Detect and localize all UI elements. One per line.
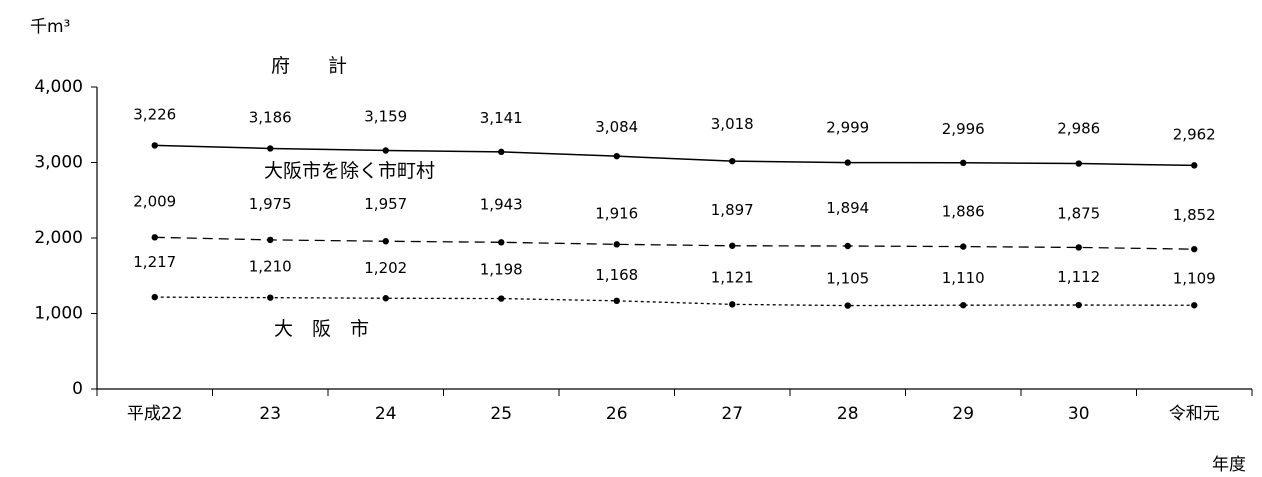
data-label: 1,110 (942, 269, 985, 287)
data-point (960, 159, 967, 167)
x-tick-label: 29 (952, 404, 974, 424)
data-label: 1,109 (1173, 269, 1216, 287)
x-tick-label: 26 (606, 404, 628, 424)
data-point (960, 301, 967, 309)
data-point (729, 157, 736, 165)
series-label-total: 府 計 (271, 55, 347, 77)
y-unit-label: 千m³ (30, 17, 70, 37)
data-point (613, 297, 620, 305)
data-label: 2,996 (942, 120, 985, 138)
x-tick-label: 28 (837, 404, 859, 424)
data-point (498, 239, 505, 246)
series-line (154, 296, 1195, 307)
x-tick-label: 25 (490, 404, 512, 424)
data-point (1075, 244, 1082, 251)
data-point (267, 294, 274, 301)
series-line (154, 236, 1195, 250)
data-label: 1,112 (1057, 268, 1100, 286)
data-point (151, 142, 158, 149)
data-point (267, 145, 274, 152)
y-tick-label: 2,000 (34, 228, 83, 248)
y-tick-label: 1,000 (34, 304, 83, 324)
x-axis-label: 年度 (1212, 455, 1246, 475)
data-point (729, 242, 736, 249)
data-point (151, 234, 158, 241)
data-label: 1,210 (249, 258, 292, 276)
data-point (267, 236, 274, 244)
data-label: 2,986 (1057, 120, 1100, 138)
x-tick-label: 平成22 (127, 404, 183, 424)
x-tick-label: 24 (375, 404, 397, 424)
data-point (1191, 302, 1198, 309)
data-point (844, 242, 851, 250)
data-label: 1,121 (711, 268, 754, 286)
data-label: 1,894 (826, 199, 869, 217)
data-label: 1,202 (364, 259, 407, 277)
data-label: 2,009 (133, 192, 176, 210)
data-point (729, 301, 736, 308)
data-label: 3,159 (364, 107, 407, 125)
data-label: 1,217 (133, 253, 176, 271)
data-point (382, 238, 389, 245)
x-tick-label: 27 (721, 404, 743, 424)
y-tick-label: 4,000 (34, 77, 83, 97)
data-point (613, 152, 620, 160)
data-label: 1,198 (480, 261, 523, 279)
data-label: 1,105 (826, 270, 869, 288)
y-tick-label: 0 (72, 379, 83, 399)
data-label: 1,916 (595, 204, 638, 222)
data-label: 1,943 (480, 195, 523, 213)
data-label: 3,018 (711, 115, 754, 133)
data-point (151, 293, 158, 301)
x-tick-label: 23 (259, 404, 281, 424)
data-label: 2,999 (826, 119, 869, 137)
data-point (382, 147, 389, 154)
data-point (844, 159, 851, 166)
data-label: 2,962 (1173, 125, 1216, 143)
data-label: 3,186 (249, 108, 292, 126)
data-point (844, 302, 851, 309)
data-point (1191, 162, 1198, 169)
series-label-osaka-city: 大 阪 市 (274, 318, 369, 340)
data-point (498, 148, 505, 156)
series-group: 3,226 3,186 3,159 3,141 3,084 3,018 2,999 2,996… (133, 105, 1216, 309)
data-point (382, 295, 389, 302)
data-label: 3,141 (480, 109, 523, 127)
series-label-excluding-osaka-city: 大阪市を除く市町村 (264, 160, 435, 182)
data-point (1075, 160, 1082, 167)
data-label: 1,852 (1173, 206, 1216, 224)
data-label: 3,084 (595, 118, 638, 136)
data-label: 1,957 (364, 195, 407, 213)
data-label: 1,886 (942, 203, 985, 221)
data-point (960, 243, 967, 250)
data-label: 1,975 (249, 195, 292, 213)
data-label: 1,875 (1057, 204, 1100, 222)
x-tick-label: 30 (1068, 404, 1090, 424)
x-tick-label: 令和元 (1169, 404, 1220, 424)
data-point (498, 295, 505, 302)
data-point (613, 241, 620, 248)
data-point (1075, 301, 1082, 309)
data-point (1191, 245, 1198, 253)
data-label: 1,897 (711, 201, 754, 219)
series-line (154, 144, 1195, 167)
data-label: 3,226 (133, 105, 176, 123)
y-tick-label: 3,000 (34, 153, 83, 173)
axes: 0 1,000 2,000 3,000 4,000 平成22 23 24 25 26 27 28 29 3… (34, 77, 1253, 424)
data-label: 1,168 (595, 266, 638, 284)
